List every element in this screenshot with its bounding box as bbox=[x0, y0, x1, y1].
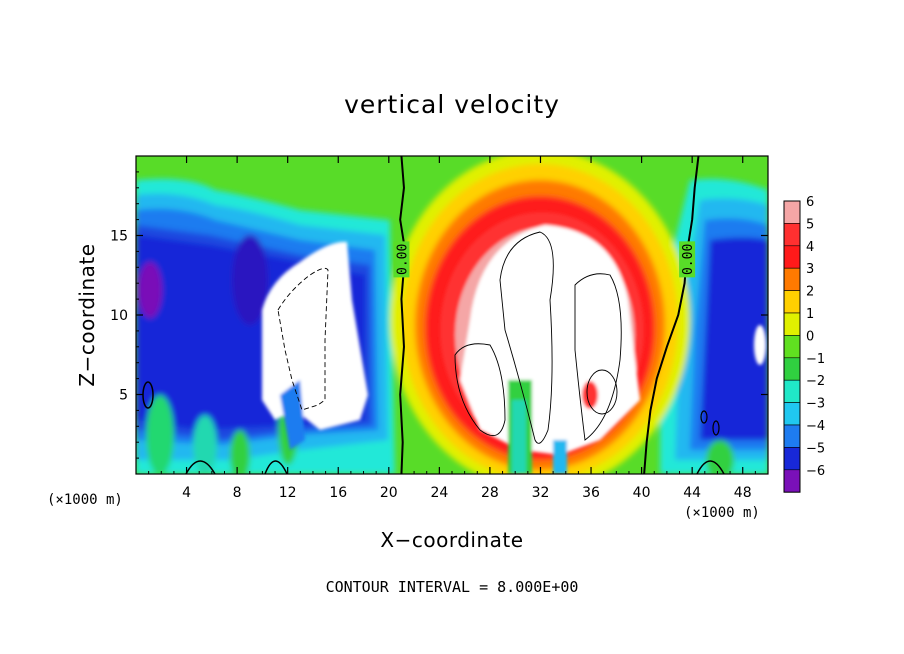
y-tick-label: 15 bbox=[110, 229, 128, 245]
colorbar-frame bbox=[783, 200, 801, 493]
colorbar-swatch bbox=[783, 290, 801, 314]
colorbar-swatch bbox=[783, 312, 801, 336]
zero-contours bbox=[399, 156, 700, 474]
colorbar-label: 4 bbox=[806, 240, 814, 255]
chart-title: vertical velocity bbox=[344, 90, 560, 119]
x-tick-label: 24 bbox=[430, 485, 448, 501]
zero-contour-line bbox=[643, 156, 700, 474]
colorbar-label: −3 bbox=[806, 397, 825, 412]
x-tick-label: 36 bbox=[582, 485, 600, 501]
x-axis-ticks: 4 8 12 16 20 24 28 32 36 40 44 48 bbox=[148, 156, 756, 501]
colorbar-label: 3 bbox=[806, 262, 814, 277]
colorbar-label: 5 bbox=[806, 217, 814, 232]
y-tick-label: 10 bbox=[110, 308, 128, 324]
colorbar-swatch bbox=[783, 447, 801, 471]
colorbar-swatch bbox=[783, 402, 801, 426]
colorbar-swatch bbox=[783, 245, 801, 269]
y-axis-title: Z−coordinate bbox=[75, 243, 99, 386]
colorbar-label: 2 bbox=[806, 285, 814, 300]
x-tick-label: 48 bbox=[734, 485, 752, 501]
contour-label-bg bbox=[393, 241, 410, 278]
colorbar: 6 5 4 3 2 1 0 −1 −2 −3 −4 −5 −6 bbox=[783, 195, 825, 493]
x-unit-label-right: (×1000 m) bbox=[684, 505, 760, 521]
x-tick-label: 8 bbox=[233, 485, 242, 501]
x-tick-label: 40 bbox=[633, 485, 651, 501]
colorbar-swatch bbox=[783, 267, 801, 291]
contour-labels: 0.00 0.00 bbox=[393, 241, 696, 278]
x-unit-label-left: (×1000 m) bbox=[47, 492, 123, 508]
contour-label-bg bbox=[679, 241, 696, 278]
colorbar-swatch bbox=[783, 469, 801, 493]
colorbar-swatch bbox=[783, 223, 801, 247]
x-tick-label: 20 bbox=[380, 485, 398, 501]
colorbar-label: −4 bbox=[806, 419, 825, 434]
colorbar-label: −5 bbox=[806, 441, 825, 456]
colorbar-swatch bbox=[783, 335, 801, 359]
x-tick-label: 16 bbox=[329, 485, 347, 501]
x-tick-label: 4 bbox=[182, 485, 191, 501]
colorbar-swatch bbox=[783, 357, 801, 381]
x-tick-label: 28 bbox=[481, 485, 499, 501]
x-axis-title: X−coordinate bbox=[380, 528, 523, 552]
y-axis-ticks: 5 10 15 bbox=[110, 171, 768, 459]
x-tick-label: 32 bbox=[532, 485, 550, 501]
colorbar-swatch bbox=[783, 200, 801, 224]
zero-contour-line bbox=[399, 156, 407, 474]
colorbar-label: 0 bbox=[806, 329, 814, 344]
colorbar-label: 1 bbox=[806, 307, 814, 322]
y-tick-label: 5 bbox=[119, 388, 128, 404]
colorbar-swatch bbox=[783, 379, 801, 403]
contour-label: 0.00 bbox=[681, 244, 696, 275]
contour-interval-note: CONTOUR INTERVAL = 8.000E+00 bbox=[326, 578, 579, 596]
colorbar-label: −6 bbox=[806, 464, 825, 479]
contour-label: 0.00 bbox=[395, 244, 410, 275]
x-tick-label: 44 bbox=[683, 485, 701, 501]
colorbar-label: −2 bbox=[806, 374, 825, 389]
colorbar-label: −1 bbox=[806, 352, 825, 367]
velocity-field bbox=[136, 156, 768, 474]
x-tick-label: 12 bbox=[279, 485, 297, 501]
colorbar-swatch bbox=[783, 424, 801, 448]
colorbar-label: 6 bbox=[806, 195, 814, 210]
